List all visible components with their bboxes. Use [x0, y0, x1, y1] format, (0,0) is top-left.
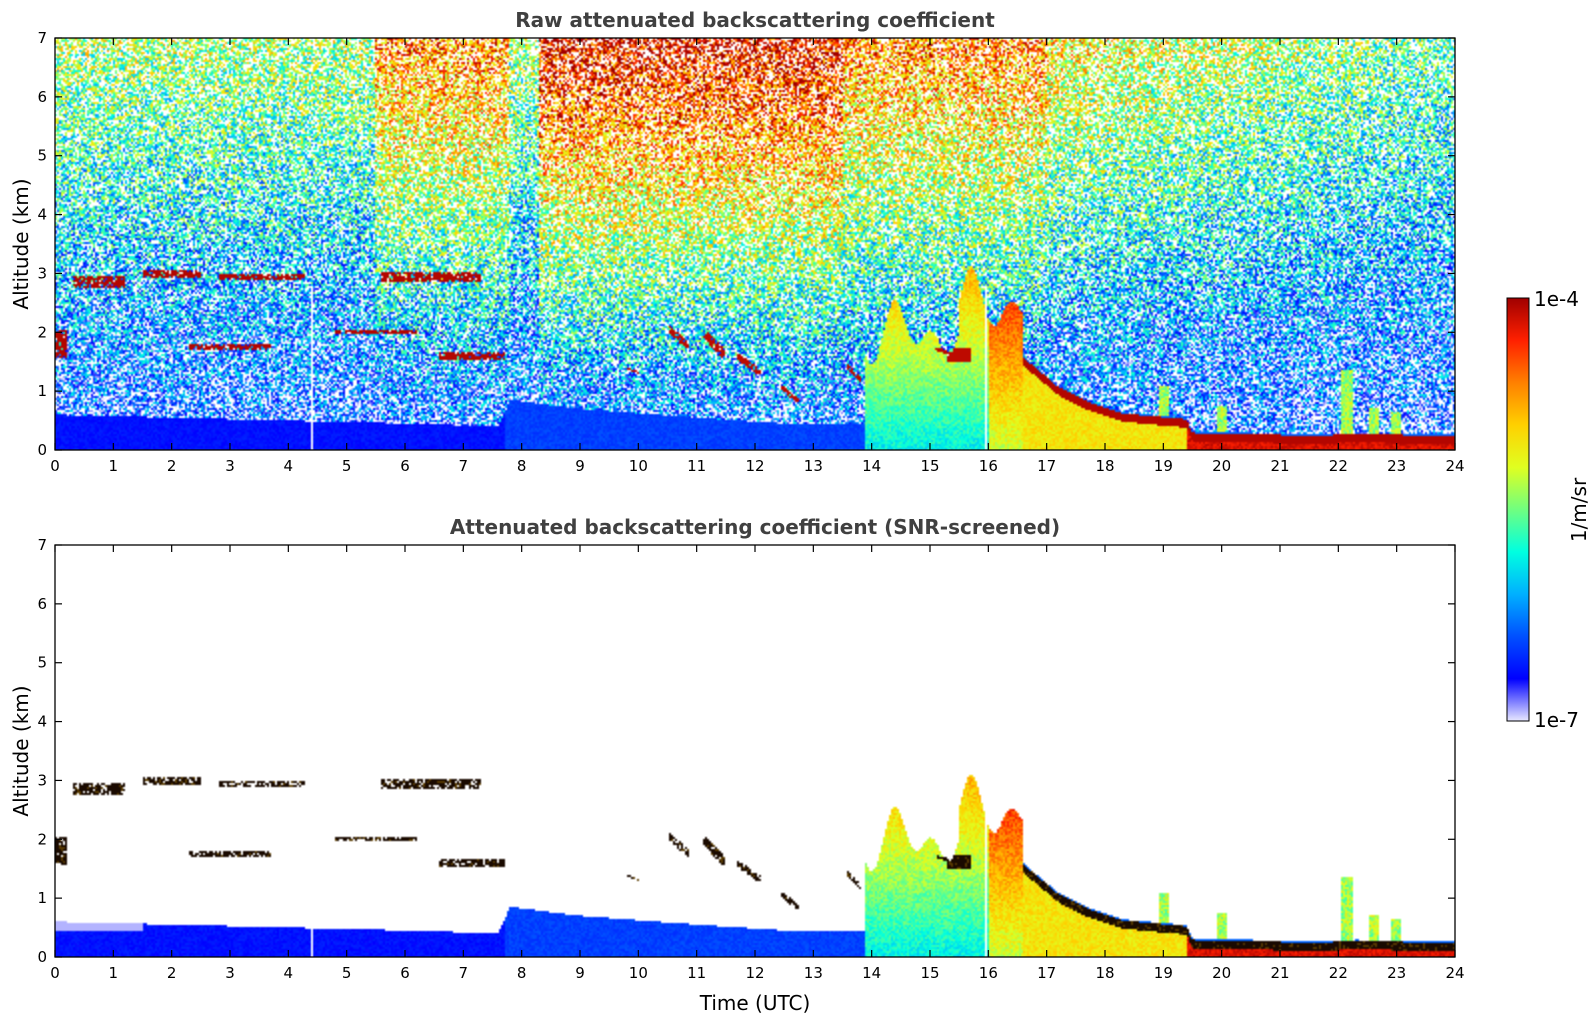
y-tick-label: 7 [37, 29, 47, 47]
x-tick-label: 17 [1037, 457, 1056, 475]
x-tick-label: 12 [745, 457, 764, 475]
y-tick-label: 2 [37, 323, 47, 341]
x-tick-label: 6 [400, 457, 410, 475]
y-axis-label-screened: Altitude (km) [9, 685, 33, 816]
colorbar-units: 1/m/sr [1567, 477, 1591, 542]
x-tick-label: 5 [342, 457, 352, 475]
y-tick-label: 6 [37, 595, 47, 613]
x-tick-label: 10 [629, 964, 648, 982]
y-ticks-screened: 0 1 2 3 4 5 6 7 [37, 536, 1455, 966]
y-tick-label: 4 [37, 206, 47, 224]
chart-title-screened: Attenuated backscattering coefficient (S… [450, 515, 1060, 539]
x-tick-label: 20 [1212, 457, 1231, 475]
x-tick-label: 22 [1329, 457, 1348, 475]
x-tick-label: 19 [1154, 964, 1173, 982]
x-tick-label: 1 [109, 964, 119, 982]
y-tick-label: 3 [37, 771, 47, 789]
chart-title-raw: Raw attenuated backscattering coefficien… [515, 8, 995, 32]
x-tick-label: 21 [1270, 457, 1289, 475]
x-tick-label: 0 [50, 964, 60, 982]
y-axis-label-raw: Altitude (km) [9, 178, 33, 309]
y-tick-label: 4 [37, 713, 47, 731]
heatmap-screened [55, 545, 1455, 957]
x-tick-label: 2 [167, 964, 177, 982]
x-tick-label: 9 [575, 964, 585, 982]
colorbar-bottom-label: 1e-7 [1534, 708, 1579, 732]
x-tick-label: 14 [862, 964, 881, 982]
x-ticks-raw: 0 1 2 3 4 5 6 7 8 9 10 11 12 13 14 15 16 17 18 19 20 21 22 23 24 [50, 38, 1465, 475]
x-tick-label: 20 [1212, 964, 1231, 982]
heatmap-image [55, 38, 1455, 450]
x-tick-label: 5 [342, 964, 352, 982]
y-tick-label: 1 [37, 889, 47, 907]
heatmap-raw [55, 38, 1455, 450]
y-tick-label: 3 [37, 264, 47, 282]
y-tick-label: 5 [37, 654, 47, 672]
x-tick-label: 4 [284, 964, 294, 982]
x-ticks-screened: 0 1 2 3 4 5 6 7 8 9 10 11 12 13 14 15 16 17 18 19 20 21 22 23 24 [50, 545, 1465, 982]
x-tick-label: 1 [109, 457, 119, 475]
x-tick-label: 15 [920, 457, 939, 475]
y-tick-label: 1 [37, 382, 47, 400]
x-tick-label: 13 [804, 457, 823, 475]
x-tick-label: 14 [862, 457, 881, 475]
x-tick-label: 16 [979, 457, 998, 475]
x-tick-label: 19 [1154, 457, 1173, 475]
x-tick-label: 18 [1095, 964, 1114, 982]
x-tick-label: 11 [687, 964, 706, 982]
colorbar-top-label: 1e-4 [1534, 287, 1579, 311]
x-tick-label: 8 [517, 457, 527, 475]
x-tick-label: 11 [687, 457, 706, 475]
y-tick-label: 5 [37, 147, 47, 165]
y-tick-label: 2 [37, 830, 47, 848]
x-tick-label: 3 [225, 964, 235, 982]
colorbar-gradient [1506, 297, 1530, 722]
x-tick-label: 22 [1329, 964, 1348, 982]
x-tick-label: 8 [517, 964, 527, 982]
x-tick-label: 24 [1445, 964, 1464, 982]
y-ticks-raw: 0 1 2 3 4 5 6 7 [37, 29, 1455, 459]
x-tick-label: 6 [400, 964, 410, 982]
x-tick-label: 15 [920, 964, 939, 982]
x-tick-label: 18 [1095, 457, 1114, 475]
x-tick-label: 24 [1445, 457, 1464, 475]
x-axis-label: Time (UTC) [699, 991, 811, 1015]
y-tick-label: 0 [37, 441, 47, 459]
y-tick-label: 0 [37, 948, 47, 966]
x-tick-label: 2 [167, 457, 177, 475]
panel-raw: Raw attenuated backscattering coefficien… [9, 8, 1465, 475]
x-tick-label: 10 [629, 457, 648, 475]
x-tick-label: 4 [284, 457, 294, 475]
colorbar: 1e-4 1e-7 1/m/sr [1506, 287, 1591, 732]
x-tick-label: 7 [459, 964, 469, 982]
x-tick-label: 3 [225, 457, 235, 475]
x-tick-label: 7 [459, 457, 469, 475]
x-tick-label: 17 [1037, 964, 1056, 982]
x-tick-label: 12 [745, 964, 764, 982]
panel-screened: Attenuated backscattering coefficient (S… [9, 515, 1465, 1015]
x-tick-label: 23 [1387, 457, 1406, 475]
y-tick-label: 6 [37, 88, 47, 106]
x-tick-label: 9 [575, 457, 585, 475]
x-tick-label: 13 [804, 964, 823, 982]
y-tick-label: 7 [37, 536, 47, 554]
heatmap-image [55, 545, 1455, 957]
x-tick-label: 16 [979, 964, 998, 982]
x-tick-label: 21 [1270, 964, 1289, 982]
x-tick-label: 0 [50, 457, 60, 475]
x-tick-label: 23 [1387, 964, 1406, 982]
